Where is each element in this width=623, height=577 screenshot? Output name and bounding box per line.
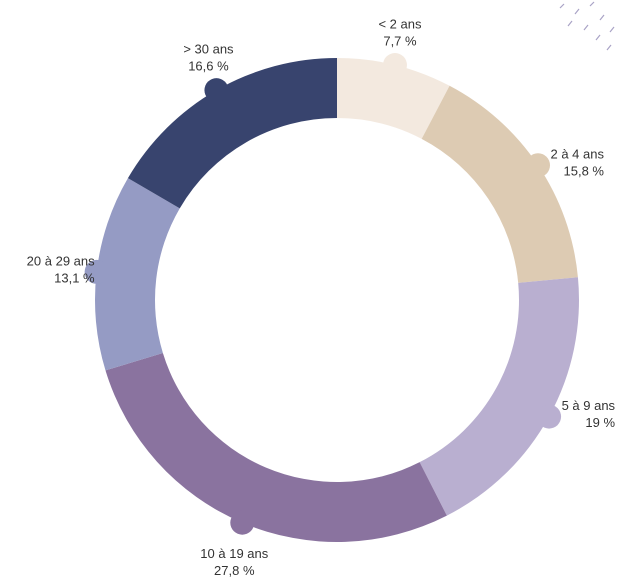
- value-label: 15,8 %: [564, 164, 605, 179]
- label-knob: [382, 53, 407, 78]
- value-label: 7,7 %: [383, 33, 417, 48]
- slice: [95, 178, 180, 371]
- label-knob: [84, 259, 109, 284]
- category-label: 10 à 19 ans: [200, 546, 268, 561]
- category-label: 20 à 29 ans: [27, 253, 95, 268]
- category-label: 5 à 9 ans: [562, 398, 616, 413]
- slice: [419, 277, 579, 516]
- category-label: < 2 ans: [378, 16, 422, 31]
- decoration: [559, 1, 615, 51]
- slice: [105, 352, 447, 542]
- label-knob: [204, 78, 229, 103]
- slice: [421, 85, 578, 283]
- slice: [337, 58, 450, 139]
- value-label: 19 %: [585, 415, 615, 430]
- value-label: 27,8 %: [214, 563, 255, 577]
- label-knob: [230, 510, 255, 535]
- category-label: > 30 ans: [183, 42, 234, 57]
- category-label: 2 à 4 ans: [551, 147, 605, 162]
- slice: [127, 58, 337, 209]
- label-knob: [526, 153, 551, 178]
- label-knob: [537, 404, 562, 429]
- value-label: 13,1 %: [54, 270, 95, 285]
- value-label: 16,6 %: [188, 59, 229, 74]
